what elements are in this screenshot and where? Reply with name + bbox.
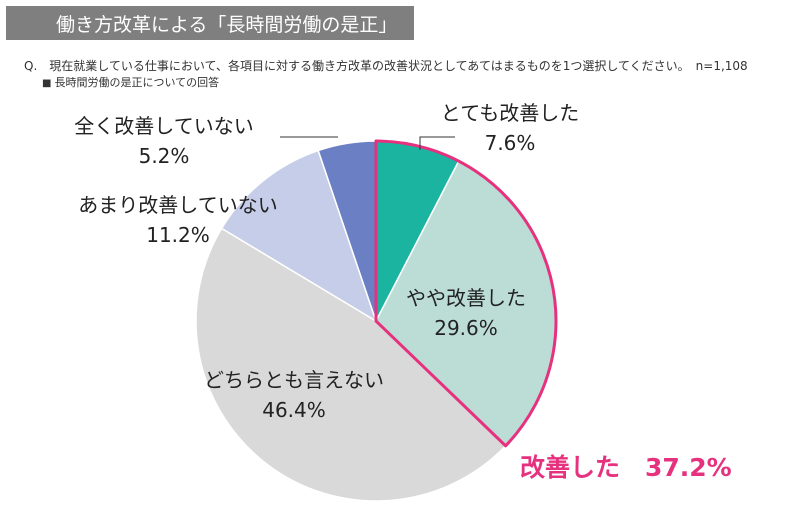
square-bullet-icon: ■ [42,78,52,89]
slice-label-3: どちらとも言えない [204,368,384,392]
slice-value-4: 11.2% [146,223,210,247]
slice-label-4: あまり改善していない [78,193,277,217]
slice-value-5: 5.2% [139,144,190,168]
chart-subtitle-text: 長時間労働の是正についての回答 [54,76,220,89]
slice-label-5: 全く改善していない [74,114,253,138]
pie-slice-4 [220,149,378,323]
slice-label-1: とても改善した [441,101,579,125]
slice-label-2: やや改善した [406,286,526,310]
chart-title: 働き方改革による「長時間労働の是正」 [6,6,414,40]
pie-slice-3 [195,227,507,502]
chart-subtitle: ■ 長時間労働の是正についての回答 [42,74,219,90]
improved-highlight-outline [374,139,558,448]
leader-line-1 [419,136,455,150]
survey-question: Q. 現在就業している仕事において、各項目に対する働き方改革の改善状況としてあて… [24,59,748,73]
improved-total-label: 改善した 37.2% [520,453,732,482]
slice-value-2: 29.6% [434,316,498,340]
slice-value-3: 46.4% [262,398,326,422]
slice-value-1: 7.6% [485,131,536,155]
